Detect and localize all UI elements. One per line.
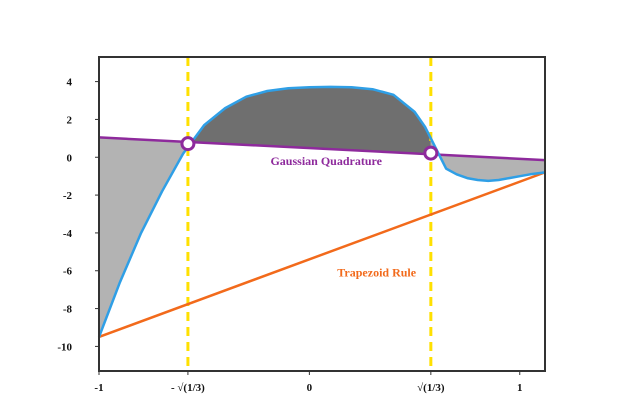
y-tick-label: -4 xyxy=(63,228,73,240)
x-axis-ticks: -1 - √(1/3) 0 √(1/3) 1 xyxy=(94,371,523,394)
gaussian-line xyxy=(98,136,546,162)
plot-frame xyxy=(98,56,546,372)
y-tick-label: -2 xyxy=(63,190,73,202)
shaded-regions xyxy=(99,86,545,337)
region-left-gap xyxy=(99,137,188,337)
x-tick-label: - √(1/3) xyxy=(171,382,205,394)
x-tick-label: 1 xyxy=(517,382,523,394)
y-tick-label: 4 xyxy=(67,77,73,89)
region-middle-gap xyxy=(187,86,431,155)
x-tick-label: 0 xyxy=(307,382,313,394)
region-right-gap xyxy=(430,138,545,181)
gaussian-quadrature-label: Gaussian Quadrature xyxy=(270,154,382,168)
y-tick-label: 0 xyxy=(67,152,73,164)
gauss-nodes xyxy=(180,136,439,161)
x-tick-label: -1 xyxy=(94,382,103,394)
y-tick-label: -10 xyxy=(57,341,72,353)
gauss-node-1 xyxy=(423,145,439,161)
x-tick-label: √(1/3) xyxy=(417,382,445,394)
y-axis-ticks: 4 2 0 -2 -4 -6 -8 -10 xyxy=(57,77,99,353)
y-tick-label: -8 xyxy=(63,304,73,316)
gauss-node-0 xyxy=(180,136,196,152)
annotations: Gaussian Quadrature Trapezoid Rule xyxy=(270,154,416,280)
y-tick-label: 2 xyxy=(67,114,73,126)
y-tick-label: -6 xyxy=(63,266,73,278)
trapezoid-rule-label: Trapezoid Rule xyxy=(337,265,416,279)
trapezoid-line xyxy=(98,171,546,339)
